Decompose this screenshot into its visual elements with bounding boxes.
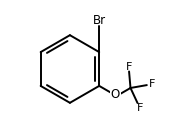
Text: F: F [148,79,155,89]
Text: O: O [111,88,120,101]
Text: F: F [137,103,143,113]
Text: Br: Br [93,14,106,27]
Text: F: F [126,62,132,72]
